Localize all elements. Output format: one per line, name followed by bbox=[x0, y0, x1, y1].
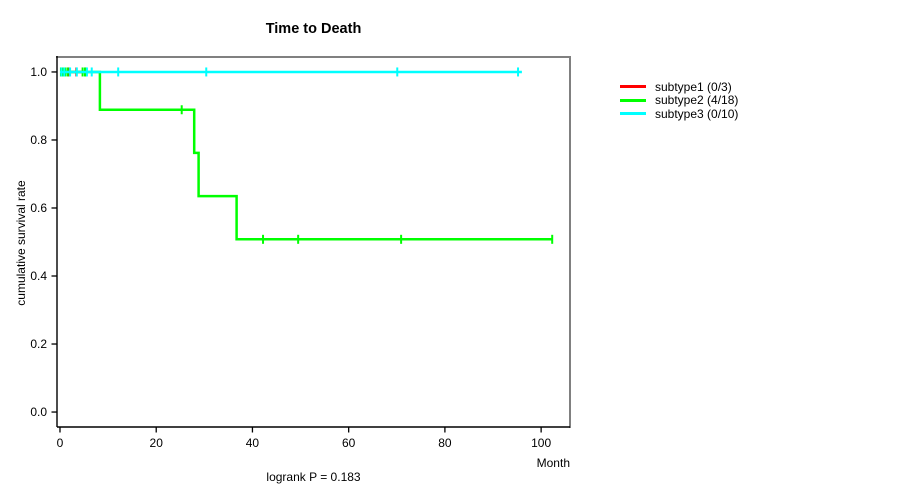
legend-line-swatch bbox=[620, 85, 646, 89]
y-axis-label: cumulative survival rate bbox=[14, 180, 28, 306]
x-tick-label: 100 bbox=[531, 436, 551, 450]
x-tick-label: 0 bbox=[57, 436, 64, 450]
legend: subtype1 (0/3) subtype2 (4/18) subtype3 (0… bbox=[620, 80, 738, 121]
legend-label: subtype2 (4/18) bbox=[655, 93, 739, 108]
x-tick-label: 20 bbox=[150, 436, 164, 450]
x-axis-label: Month bbox=[536, 456, 570, 470]
series-line-2 bbox=[60, 70, 553, 241]
y-tick-label: 0.4 bbox=[30, 269, 47, 283]
legend-line-swatch bbox=[620, 98, 646, 102]
legend-item-3: subtype3 (0/10) bbox=[620, 107, 738, 121]
x-tick-label: 40 bbox=[246, 436, 260, 450]
y-tick-label: 1.0 bbox=[30, 65, 47, 79]
legend-line-swatch bbox=[620, 112, 646, 116]
x-tick-label: 60 bbox=[342, 436, 356, 450]
legend-label: subtype3 (0/10) bbox=[655, 106, 739, 121]
legend-item-2: subtype2 (4/18) bbox=[620, 93, 739, 108]
x-tick-label: 80 bbox=[438, 436, 452, 450]
chart-title: Time to Death bbox=[265, 21, 362, 37]
logrank-p-value: logrank P = 0.183 bbox=[266, 470, 361, 484]
y-tick-label: 0.6 bbox=[30, 201, 47, 215]
y-tick-label: 0.0 bbox=[30, 405, 47, 419]
y-tick-label: 0.2 bbox=[30, 337, 47, 351]
y-tick-label: 0.8 bbox=[30, 133, 47, 147]
legend-label: subtype1 (0/3) bbox=[655, 79, 732, 94]
legend-item-1: subtype1 (0/3) bbox=[620, 80, 738, 94]
